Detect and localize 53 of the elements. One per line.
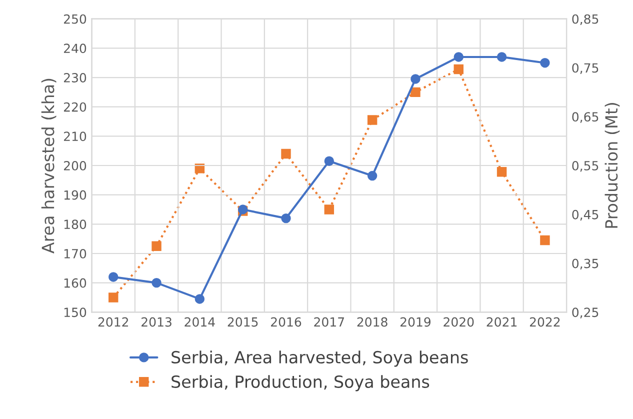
x-tick-label: 2020 bbox=[444, 317, 474, 327]
x-tick-label: 2013 bbox=[142, 317, 172, 327]
point bbox=[108, 292, 118, 302]
y-tick-label: 240 bbox=[64, 44, 86, 54]
point bbox=[367, 170, 378, 181]
point bbox=[496, 167, 507, 177]
point bbox=[367, 115, 378, 125]
x-tick-label: 2022 bbox=[530, 317, 560, 327]
x-tick-label: 2019 bbox=[400, 317, 431, 327]
y-tick-label: 180 bbox=[64, 220, 86, 230]
y-tick-label: 250 bbox=[64, 14, 86, 24]
y2-axis-title: Production (Mt) bbox=[604, 102, 620, 228]
point bbox=[324, 204, 334, 214]
y-axis-title: Area harvested (kha) bbox=[41, 78, 56, 254]
point bbox=[281, 213, 291, 224]
y-tick-label: 160 bbox=[64, 278, 86, 288]
y-tick-label: 200 bbox=[64, 160, 86, 170]
y-tick-label: 210 bbox=[64, 132, 86, 142]
y2-tick-label: 0,75 bbox=[572, 63, 598, 74]
point bbox=[454, 52, 464, 62]
point bbox=[540, 235, 550, 246]
x-tick-label: 2015 bbox=[228, 317, 258, 327]
point bbox=[324, 156, 334, 166]
point bbox=[540, 58, 550, 68]
point bbox=[152, 241, 162, 252]
x-tick-label: 2012 bbox=[98, 317, 128, 327]
point bbox=[281, 148, 291, 159]
legend-label: Serbia, Area harvested, Soya beans bbox=[172, 350, 468, 367]
x-tick-label: 2017 bbox=[314, 317, 344, 327]
point bbox=[496, 52, 507, 62]
y-tick-label: 230 bbox=[64, 72, 86, 82]
legend-label: Serbia, Production, Soya beans bbox=[172, 375, 430, 392]
y2-tick-label: 0,65 bbox=[572, 112, 598, 123]
y-tick-label: 220 bbox=[64, 102, 86, 112]
point bbox=[108, 272, 118, 282]
x-tick-label: 2018 bbox=[357, 317, 388, 327]
y2-tick-label: 0,35 bbox=[572, 258, 598, 270]
point bbox=[410, 74, 420, 84]
y2-tick-label: 0,45 bbox=[572, 210, 598, 221]
y2-tick-label: 0,25 bbox=[572, 308, 598, 318]
y-tick-label: 150 bbox=[64, 308, 86, 318]
y-tick-label: 170 bbox=[64, 248, 86, 258]
point bbox=[194, 294, 205, 304]
x-tick-label: 2021 bbox=[486, 317, 517, 327]
x-tick-label: 2016 bbox=[271, 317, 302, 327]
y-tick-label: 190 bbox=[64, 190, 86, 200]
point bbox=[152, 278, 162, 288]
y2-tick-label: 0,55 bbox=[572, 160, 598, 172]
point bbox=[454, 64, 464, 74]
x-tick-label: 2014 bbox=[184, 317, 215, 327]
point bbox=[410, 87, 420, 98]
point bbox=[194, 164, 205, 174]
y2-tick-label: 0,85 bbox=[572, 14, 598, 26]
